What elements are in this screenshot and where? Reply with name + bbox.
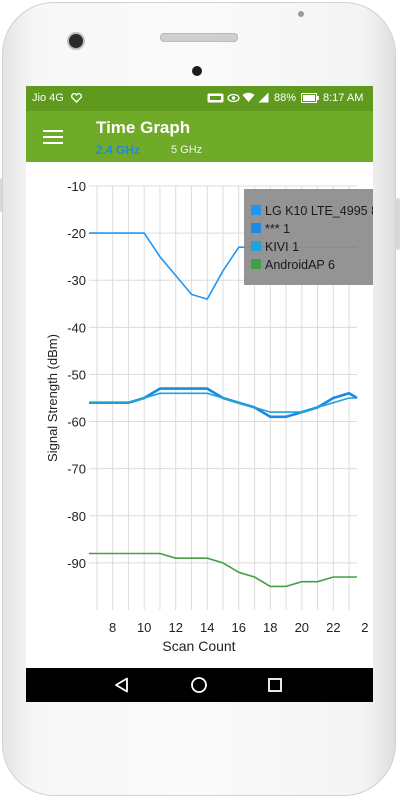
eye-icon — [227, 93, 240, 103]
tab-2-4-ghz[interactable]: 2.4 GHz — [96, 143, 141, 157]
power-button — [396, 198, 400, 250]
proximity-sensor — [298, 11, 304, 17]
status-bar: Jio 4G 88% 8:17 AM — [26, 86, 373, 111]
screen: Jio 4G 88% 8:17 AM — [26, 86, 373, 702]
legend-label: AndroidAP 6 — [265, 258, 335, 272]
tab-5-ghz[interactable]: 5 GHz — [171, 144, 203, 156]
y-tick-label: -20 — [67, 226, 86, 241]
carrier-label: Jio 4G — [32, 92, 64, 104]
y-tick-label: -10 — [67, 179, 86, 194]
legend-box — [244, 189, 373, 285]
y-tick-label: -90 — [67, 556, 86, 571]
x-tick-label: 20 — [295, 620, 309, 635]
x-axis-label: Scan Count — [162, 638, 235, 654]
earpiece — [160, 33, 238, 42]
app-bar: Time Graph 2.4 GHz 5 GHz — [26, 111, 373, 162]
y-axis-label: Signal Strength (dBm) — [45, 334, 60, 462]
light-sensor — [192, 66, 202, 76]
wifi-icon — [242, 92, 255, 102]
legend-swatch — [251, 223, 261, 233]
volume-button — [0, 178, 2, 212]
recents-icon[interactable] — [268, 678, 282, 692]
back-icon[interactable] — [114, 677, 130, 693]
legend-swatch — [251, 241, 261, 251]
y-tick-label: -70 — [67, 462, 86, 477]
time-graph-chart: -10 -20 -30 -40 -50 -60 -70 -80 -90 8 10 12 14 16 18 20… — [26, 162, 373, 668]
battery-icon — [301, 93, 319, 103]
y-tick-label: -60 — [67, 415, 86, 430]
x-tick-label: 2 — [361, 620, 368, 635]
x-tick-label: 18 — [263, 620, 277, 635]
home-icon[interactable] — [190, 676, 208, 694]
x-tick-label: 22 — [326, 620, 340, 635]
chart-svg: -10 -20 -30 -40 -50 -60 -70 -80 -90 8 10 12 14 16 18 20… — [45, 179, 373, 654]
x-tick-label: 14 — [200, 620, 214, 635]
legend-label: *** 1 — [265, 222, 290, 236]
battery-percent: 88% — [274, 92, 297, 104]
series-line-4 — [89, 552, 357, 588]
legend-label: KIVI 1 — [265, 240, 299, 254]
y-tick-label: -40 — [67, 320, 86, 335]
x-tick-label: 12 — [168, 620, 182, 635]
x-tick-label: 10 — [137, 620, 151, 635]
legend-label: LG K10 LTE_4995 8 — [265, 204, 373, 218]
x-tick-label: 16 — [232, 620, 246, 635]
y-tick-label: -80 — [67, 509, 86, 524]
chart-legend: LG K10 LTE_4995 8 *** 1 KIVI 1 AndroidAP 6 — [244, 189, 373, 285]
legend-swatch — [251, 205, 261, 215]
heart-icon — [71, 93, 82, 103]
page-title: Time Graph — [96, 118, 191, 137]
vowifi-icon — [207, 93, 224, 103]
y-tick-label: -50 — [67, 367, 86, 382]
y-tick-label: -30 — [67, 273, 86, 288]
navigation-bar — [26, 668, 373, 702]
legend-swatch — [251, 259, 261, 269]
series-line-3 — [89, 392, 357, 413]
status-time: 8:17 AM — [323, 92, 364, 104]
signal-icon — [258, 92, 269, 103]
hamburger-menu-icon[interactable] — [43, 129, 63, 145]
x-tick-label: 8 — [109, 620, 116, 635]
front-camera-icon — [69, 34, 83, 48]
